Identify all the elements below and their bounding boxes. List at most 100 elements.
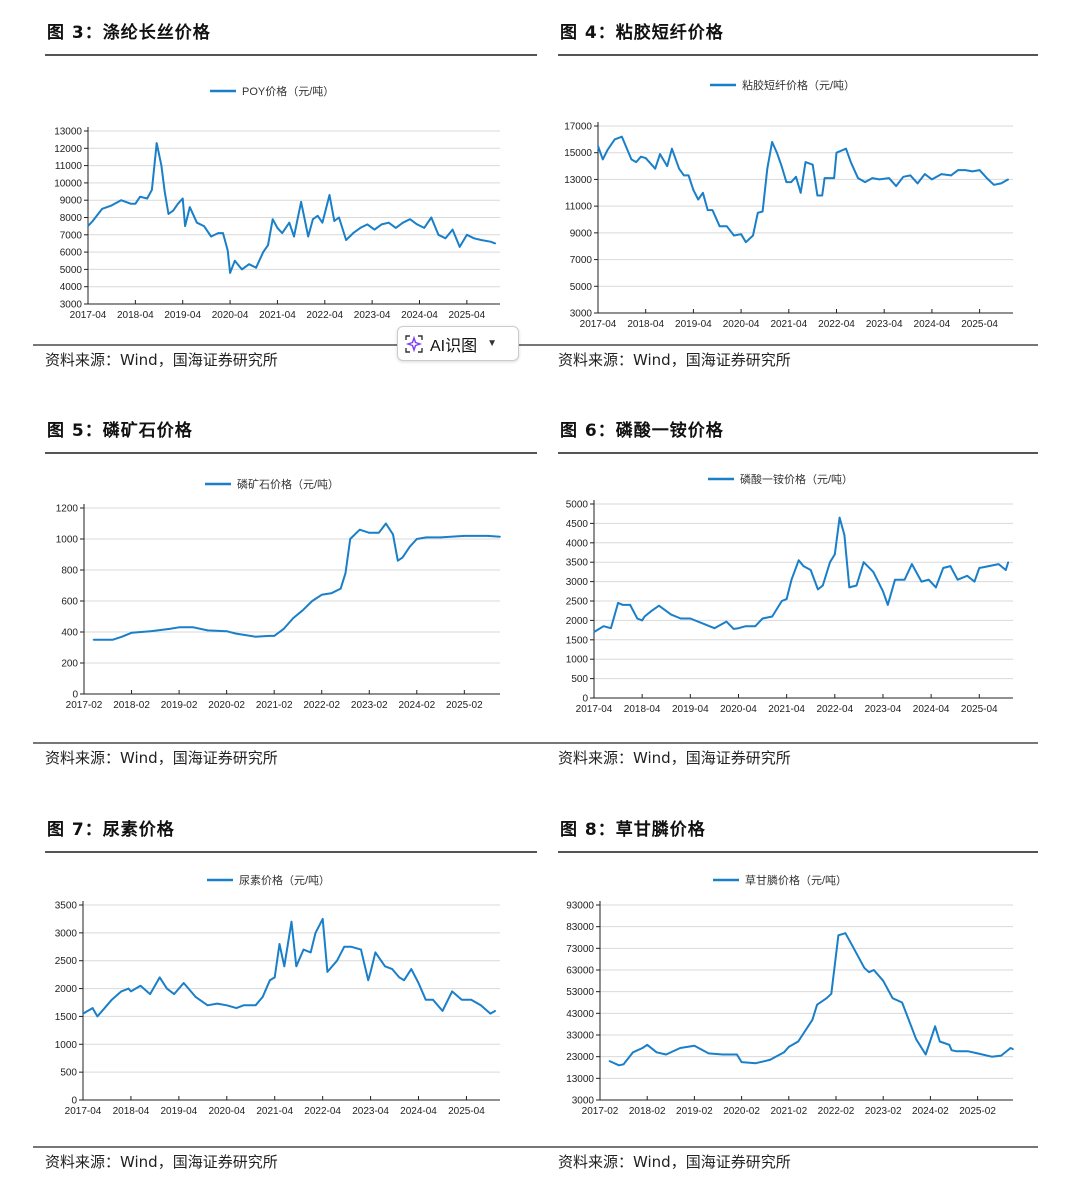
data-point	[268, 635, 271, 637]
data-point	[344, 572, 347, 574]
data-point	[409, 218, 411, 221]
data-point	[1009, 1047, 1012, 1049]
data-point	[646, 1043, 648, 1046]
x-tick-label: 2021-02	[770, 1106, 807, 1117]
data-point	[934, 1025, 936, 1028]
data-point	[635, 161, 637, 163]
data-point	[713, 627, 716, 629]
data-point	[901, 1001, 903, 1004]
source-note: 资料来源：Wind，国海证券研究所	[45, 1153, 278, 1171]
data-point	[134, 202, 137, 205]
figure-title: 图 7：尿素价格	[47, 820, 175, 840]
data-point	[293, 235, 295, 238]
data-point	[964, 169, 967, 171]
data-point	[196, 221, 198, 224]
y-tick-label: 500	[571, 674, 588, 685]
data-point	[424, 998, 427, 1001]
data-point	[177, 202, 179, 205]
data-point	[173, 993, 175, 995]
x-tick-label: 2024-02	[912, 1106, 949, 1117]
figure-title: 图 5：磷矿石价格	[47, 421, 193, 441]
source-note: 资料来源：Wind，国海证券研究所	[45, 749, 278, 767]
x-tick-label: 2022-04	[818, 319, 855, 328]
data-point	[788, 1046, 790, 1048]
x-tick-label: 2018-04	[627, 319, 664, 328]
data-point	[935, 586, 937, 589]
data-point	[857, 177, 859, 179]
data-point	[311, 600, 314, 602]
source-rule	[33, 344, 1038, 346]
data-point	[776, 151, 778, 154]
data-point	[733, 234, 735, 237]
x-tick-label: 2020-02	[723, 1106, 760, 1117]
data-point	[235, 1007, 238, 1009]
data-point	[234, 259, 236, 262]
data-point	[844, 932, 847, 934]
x-tick-label: 2018-02	[113, 700, 150, 711]
data-point	[439, 536, 442, 539]
data-point	[460, 998, 463, 1001]
legend-label: 粘胶短纤价格（元/吨）	[742, 78, 855, 92]
data-point	[771, 615, 773, 618]
data-point	[430, 216, 433, 219]
data-point	[210, 235, 212, 238]
data-point	[940, 173, 943, 175]
x-tick-label: 2021-04	[768, 704, 805, 715]
data-point	[707, 1052, 710, 1055]
data-point	[799, 191, 802, 194]
data-point	[345, 239, 347, 241]
data-point	[854, 171, 857, 174]
data-point	[292, 617, 294, 619]
series-line	[608, 932, 1014, 1067]
data-point	[423, 227, 426, 229]
ai-recognize-button[interactable]: AI识图 ▼	[397, 326, 519, 361]
data-point	[864, 181, 866, 183]
chevron-down-icon[interactable]: ▼	[487, 338, 498, 349]
data-point	[655, 1051, 658, 1054]
data-point	[166, 987, 168, 990]
y-tick-label: 11000	[565, 202, 593, 213]
data-point	[732, 628, 735, 630]
chart-poy-price: POY价格（元/吨） 3000 4000 5000 6000 7000 8000 9000 10…	[54, 84, 500, 321]
data-point	[988, 565, 990, 567]
x-tick-label: 2023-02	[865, 1106, 902, 1117]
data-point	[120, 990, 123, 993]
data-point	[458, 246, 461, 248]
data-point	[630, 158, 633, 161]
y-tick-label: 3000	[570, 309, 593, 320]
data-point	[785, 598, 788, 600]
y-tick-label: 9000	[60, 196, 83, 207]
y-tick-label: 2500	[55, 956, 78, 967]
data-point	[985, 177, 988, 179]
data-point	[606, 149, 609, 151]
y-tick-label: 400	[61, 628, 78, 639]
figure-title: 图 3：涤纶长丝价格	[47, 23, 211, 43]
data-point	[96, 1015, 99, 1018]
data-point	[878, 178, 881, 181]
x-tick-label: 2017-04	[65, 1106, 102, 1117]
data-point	[825, 997, 828, 999]
data-point	[744, 625, 747, 628]
data-point	[939, 1040, 941, 1043]
y-tick-label: 3500	[566, 558, 589, 569]
data-point	[868, 971, 870, 973]
data-point	[780, 165, 783, 167]
data-point	[172, 209, 175, 212]
data-point	[163, 190, 166, 193]
data-point	[149, 630, 152, 633]
legend: 尿素价格（元/吨）	[207, 873, 330, 887]
data-point	[82, 1012, 84, 1015]
data-point	[328, 194, 331, 196]
data-point	[849, 941, 851, 943]
y-tick-label: 2500	[566, 597, 589, 608]
x-tick-label: 2022-02	[818, 1106, 855, 1117]
data-point	[121, 635, 123, 638]
y-tick-label: 800	[61, 566, 78, 577]
data-point	[643, 615, 646, 618]
data-point	[740, 233, 742, 235]
data-point	[358, 528, 361, 531]
data-point	[92, 638, 95, 641]
data-point	[396, 559, 399, 562]
y-tick-label: 0	[582, 694, 588, 705]
data-point	[377, 532, 380, 534]
